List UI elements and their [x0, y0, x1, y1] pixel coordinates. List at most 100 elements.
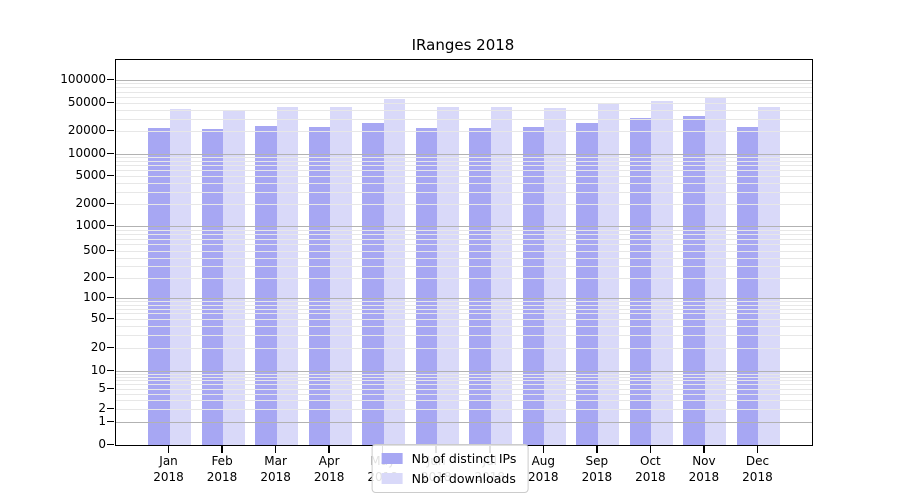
minor-gridline	[116, 182, 812, 184]
minor-gridline	[116, 91, 812, 93]
legend-row: Nb of distinct IPs	[381, 451, 516, 466]
y-axis-tick-label: 10	[90, 363, 106, 377]
bar	[255, 126, 277, 445]
bar	[308, 127, 331, 445]
y-axis-tick	[107, 249, 114, 251]
x-axis-tick	[221, 446, 223, 453]
legend-swatch-downloads-icon	[381, 473, 403, 484]
bar	[683, 116, 705, 445]
x-tick-month: Dec	[745, 454, 770, 468]
x-tick-month: Mar	[264, 454, 287, 468]
x-tick-month: Nov	[692, 454, 716, 468]
minor-gridline	[116, 165, 812, 167]
bar	[736, 126, 759, 445]
bar	[469, 127, 491, 445]
x-axis-tick	[274, 446, 277, 453]
minor-gridline	[116, 380, 812, 382]
minor-gridline	[116, 389, 812, 390]
x-tick-year: 2018	[206, 469, 238, 484]
y-axis-tick-label: 20000	[67, 123, 106, 137]
major-gridline	[116, 80, 812, 81]
minor-gridline	[116, 251, 812, 252]
minor-gridline	[116, 131, 812, 132]
minor-gridline	[116, 83, 812, 85]
bar	[148, 127, 170, 445]
bar	[758, 106, 780, 445]
minor-gridline	[116, 278, 812, 279]
x-axis-tick	[703, 446, 705, 453]
x-tick-year: 2018	[688, 469, 720, 484]
y-axis-tick-label: 50	[90, 311, 106, 325]
y-axis-tick-label: 100	[83, 290, 106, 304]
minor-gridline	[116, 176, 812, 177]
y-axis-tick-label: 2	[98, 401, 106, 415]
x-axis-tick	[649, 446, 652, 453]
y-axis-tick	[107, 296, 114, 298]
bar	[415, 127, 438, 445]
x-tick-year: 2018	[635, 469, 666, 484]
x-axis-tick	[596, 446, 598, 453]
y-axis-tick	[107, 174, 114, 176]
x-axis-tick-label: Sep 2018	[561, 454, 633, 485]
major-gridline	[116, 226, 812, 227]
y-axis-tick-label: 10000	[67, 146, 106, 160]
minor-gridline	[116, 335, 812, 337]
major-gridline	[116, 422, 812, 423]
minor-gridline	[116, 409, 812, 410]
x-axis-tick-label: Mar 2018	[240, 454, 312, 485]
bar	[169, 109, 192, 445]
minor-gridline	[116, 96, 812, 98]
minor-gridline	[116, 244, 812, 246]
bar	[522, 127, 545, 445]
x-axis-tick	[167, 446, 170, 453]
x-tick-year: 2018	[153, 469, 184, 484]
bar	[629, 118, 652, 445]
minor-gridline	[116, 238, 812, 240]
bar	[597, 104, 620, 445]
minor-gridline	[116, 234, 812, 236]
x-axis-tick-label: Apr 2018	[293, 454, 365, 485]
y-axis-tick-label: 20	[90, 340, 106, 354]
x-tick-year: 2018	[742, 469, 773, 484]
minor-gridline	[116, 373, 812, 375]
y-axis-tick-label: 0	[98, 437, 106, 451]
x-axis-tick	[542, 446, 545, 453]
bar	[201, 128, 224, 445]
x-tick-month: Apr	[318, 454, 340, 468]
x-tick-month: Oct	[640, 454, 661, 468]
bar	[651, 100, 673, 445]
plot-area	[115, 59, 813, 446]
minor-gridline	[116, 301, 812, 303]
x-axis-tick-label: Feb 2018	[186, 454, 258, 485]
minor-gridline	[116, 384, 812, 386]
minor-gridline	[116, 191, 812, 193]
minor-gridline	[116, 304, 812, 306]
minor-gridline	[116, 87, 812, 89]
minor-gridline	[116, 157, 812, 159]
x-axis-tick	[328, 446, 330, 453]
y-axis-tick-label: 50000	[67, 95, 106, 109]
y-axis-tick	[107, 224, 114, 226]
major-gridline	[116, 154, 812, 155]
minor-gridline	[116, 319, 812, 320]
x-tick-month: Jan	[159, 454, 178, 468]
y-axis-tick-label: 1	[98, 414, 106, 428]
y-axis-tick	[107, 346, 114, 348]
x-tick-year: 2018	[528, 469, 559, 484]
y-axis-tick	[107, 152, 114, 154]
y-axis-tick	[107, 78, 114, 80]
x-axis-tick-label: Nov 2018	[668, 454, 740, 485]
minor-gridline	[116, 348, 812, 349]
bar	[490, 106, 513, 445]
x-tick-year: 2018	[581, 469, 613, 484]
y-axis-tick-label: 5	[98, 381, 106, 395]
y-axis-tick	[107, 101, 114, 103]
y-axis-tick	[107, 387, 114, 389]
bar	[704, 96, 727, 445]
y-axis-tick	[107, 443, 114, 445]
bar	[362, 123, 384, 445]
x-tick-month: Sep	[585, 454, 609, 468]
y-axis-tick	[107, 276, 114, 278]
y-axis-tick	[107, 317, 114, 319]
